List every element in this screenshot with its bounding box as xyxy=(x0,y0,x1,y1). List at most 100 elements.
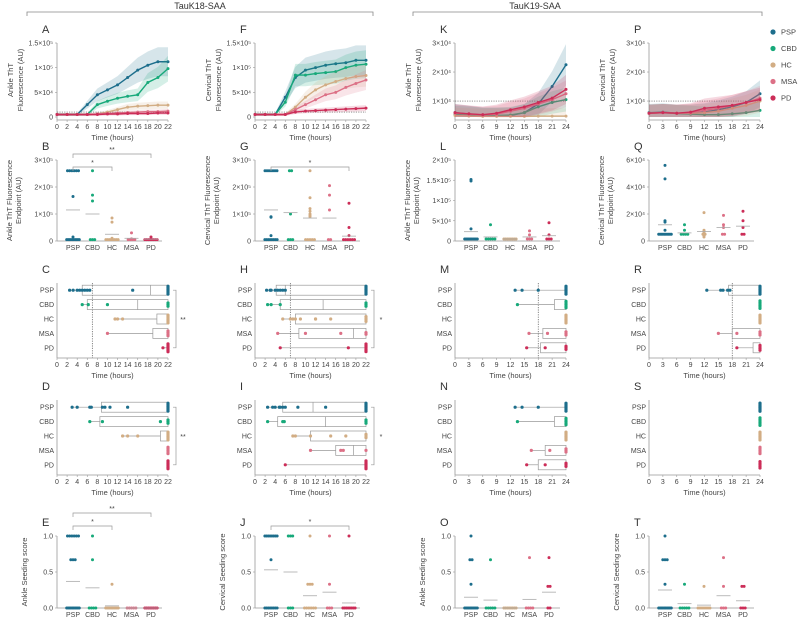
panel-letter: T xyxy=(634,517,641,529)
panel-n: N 0 3 6 9 12 15 18 21 24 Time (hours) PSP CBD HC MSA PD xyxy=(437,381,570,497)
data-point-msa xyxy=(364,448,368,452)
x-tick-label: 18 xyxy=(342,362,350,369)
data-point-hc xyxy=(716,109,720,113)
x-tick-label: 10 xyxy=(302,479,310,486)
data-point-msa xyxy=(531,606,535,610)
x-tick-label: 18 xyxy=(728,362,736,369)
data-point-psp xyxy=(719,288,723,292)
x-tick-label: 12 xyxy=(114,362,122,369)
data-point-psp xyxy=(275,534,279,538)
data-point-psp xyxy=(78,288,82,292)
y-tick-label: 2×10⁴ xyxy=(626,212,645,219)
data-point-pd xyxy=(564,347,568,351)
data-point-psp xyxy=(354,58,358,62)
data-point-msa xyxy=(524,606,528,610)
data-point-psp xyxy=(536,405,540,409)
data-point-pd xyxy=(364,467,368,471)
data-point-psp xyxy=(71,288,75,292)
data-point-cbd xyxy=(678,606,682,610)
x-tick-label: 15 xyxy=(520,362,528,369)
data-point-hc xyxy=(288,317,292,321)
data-point-pd xyxy=(283,113,287,117)
data-point-msa xyxy=(529,448,533,452)
data-point-psp xyxy=(663,177,667,181)
x-tick-label: PSP xyxy=(264,612,278,619)
y-tick-label: 1.0 xyxy=(241,534,251,541)
data-point-msa xyxy=(529,606,533,610)
data-point-pd xyxy=(467,112,471,116)
panel-j: J 0.0 0.5 1.0 PSP CBD HC MSA PD * Cervical Seeding… xyxy=(218,517,360,619)
box-msa xyxy=(298,328,367,339)
y-tick-label: HC xyxy=(242,317,252,324)
x-tick-label: HC xyxy=(505,612,515,619)
data-point-cbd xyxy=(287,169,291,173)
data-point-hc xyxy=(758,438,762,442)
data-point-msa xyxy=(276,331,280,335)
data-point-msa xyxy=(530,237,534,241)
data-point-cbd xyxy=(105,99,109,103)
data-point-msa xyxy=(303,103,307,107)
data-point-cbd xyxy=(536,105,540,109)
data-point-msa xyxy=(328,534,331,538)
panel-letter: F xyxy=(240,24,247,36)
data-point-psp xyxy=(564,63,568,67)
data-point-psp xyxy=(663,534,667,538)
y-tick-label: 0 xyxy=(641,239,645,246)
data-point-pd xyxy=(116,112,120,116)
data-point-pd xyxy=(126,112,130,116)
y-tick-label: 0 xyxy=(447,239,451,246)
data-point-hc xyxy=(364,436,368,440)
data-point-hc xyxy=(291,434,295,438)
x-tick-label: CBD xyxy=(483,245,498,252)
data-point-hc xyxy=(156,103,160,107)
y-tick-label: MSA xyxy=(39,331,55,338)
x-tick-label: PD xyxy=(344,245,354,252)
box-cbd xyxy=(99,416,169,427)
x-tick-label: PSP xyxy=(464,612,478,619)
x-tick-label: 4 xyxy=(273,124,277,131)
panel-letter: H xyxy=(240,264,248,276)
data-point-psp xyxy=(758,92,762,96)
x-tick-label: 9 xyxy=(495,479,499,486)
x-tick-label: PD xyxy=(146,612,156,619)
legend-marker-hc xyxy=(770,62,776,68)
y-tick-label: HC xyxy=(636,434,646,441)
x-tick-label: 15 xyxy=(714,479,722,486)
data-point-msa xyxy=(722,606,725,610)
x-axis-label: Time (hours) xyxy=(683,371,726,380)
data-point-pd xyxy=(740,232,744,236)
legend-label-psp: PSP xyxy=(781,28,796,37)
data-point-psp xyxy=(364,58,368,62)
x-tick-label: 6 xyxy=(283,124,287,131)
x-tick-label: 15 xyxy=(520,124,528,131)
data-point-psp xyxy=(75,288,79,292)
data-point-pd xyxy=(273,113,277,117)
data-point-hc xyxy=(110,582,114,586)
y-tick-label: CBD xyxy=(437,302,452,309)
error-band-psp xyxy=(455,44,566,117)
box-psp xyxy=(728,284,761,296)
data-point-hc xyxy=(312,238,316,242)
data-point-hc xyxy=(564,438,568,442)
x-tick-label: 12 xyxy=(507,479,515,486)
data-point-msa xyxy=(564,333,568,337)
x-tick-label: 4 xyxy=(75,124,79,131)
y-tick-label: PD xyxy=(442,462,452,469)
data-point-hc xyxy=(308,169,312,173)
data-point-psp xyxy=(273,405,277,409)
x-tick-label: 0 xyxy=(253,124,257,131)
y-tick-label: MSA xyxy=(437,448,453,455)
error-band-pd xyxy=(649,87,760,117)
data-point-cbd xyxy=(289,212,292,216)
data-point-pd xyxy=(85,113,89,117)
data-point-psp xyxy=(77,534,80,538)
data-point-pd xyxy=(364,106,368,110)
x-tick-label: 2 xyxy=(263,362,267,369)
y-tick-label: HC xyxy=(442,434,452,441)
data-point-msa xyxy=(735,331,739,335)
data-point-cbd xyxy=(80,303,84,307)
y-tick-label: 3×10⁵ xyxy=(232,158,251,165)
y-tick-label: PD xyxy=(44,462,54,469)
data-point-psp xyxy=(68,534,72,538)
